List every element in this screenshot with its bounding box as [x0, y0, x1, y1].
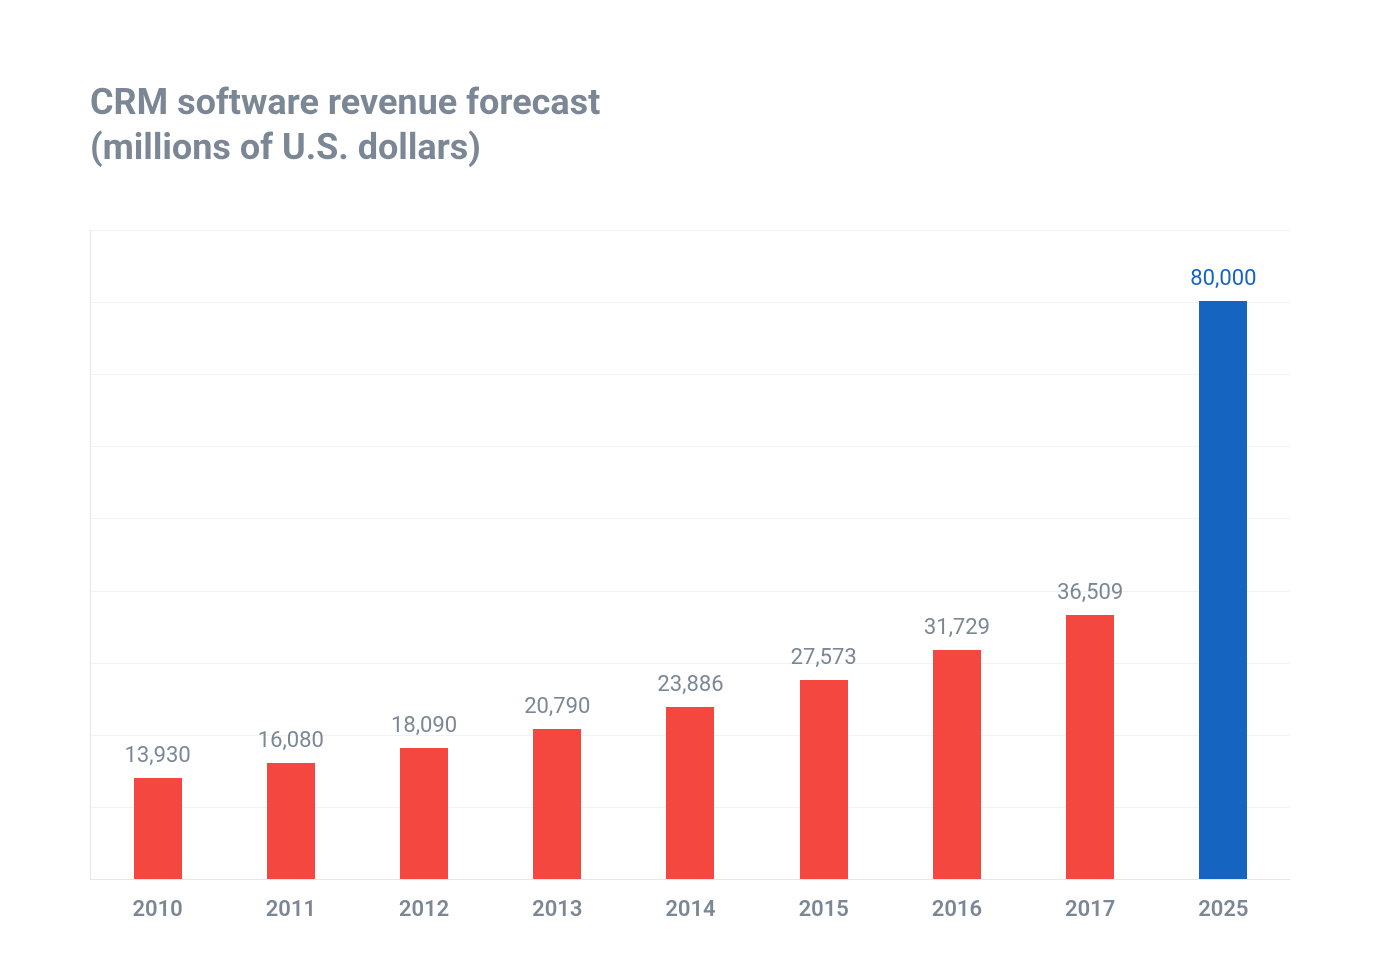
bar-value-label: 31,729	[924, 615, 990, 640]
bar-category-label: 2010	[132, 897, 182, 922]
bar	[1199, 301, 1247, 879]
bar-value-label: 23,886	[657, 672, 723, 697]
bar	[1066, 615, 1114, 879]
chart-title: CRM software revenue forecast (millions …	[90, 80, 1290, 170]
bar-group: 18,0902012	[357, 713, 490, 879]
bar-group: 13,9302010	[91, 743, 224, 879]
bar-group: 27,5732015	[757, 645, 890, 879]
bar	[533, 729, 581, 879]
bar-group: 31,7292016	[890, 615, 1023, 879]
bar	[267, 763, 315, 879]
bar-category-label: 2013	[532, 897, 582, 922]
bar-category-label: 2011	[266, 897, 316, 922]
bar-category-label: 2016	[932, 897, 982, 922]
bar-group: 36,5092017	[1024, 580, 1157, 879]
chart-title-line-2: (millions of U.S. dollars)	[90, 126, 481, 168]
bar-category-label: 2025	[1198, 897, 1248, 922]
bar-category-label: 2014	[665, 897, 715, 922]
chart-plot-area: 13,930201016,080201118,090201220,7902013…	[90, 230, 1290, 880]
bar	[800, 680, 848, 879]
bar-value-label: 27,573	[791, 645, 857, 670]
bar-group: 20,7902013	[491, 694, 624, 879]
bar	[933, 650, 981, 879]
bar-value-label: 36,509	[1057, 580, 1123, 605]
bar	[134, 778, 182, 879]
bar-value-label: 13,930	[125, 743, 191, 768]
bar-category-label: 2015	[799, 897, 849, 922]
chart-bars-container: 13,930201016,080201118,090201220,7902013…	[91, 230, 1290, 879]
bar-group: 16,0802011	[224, 728, 357, 879]
bar	[400, 748, 448, 879]
chart-title-line-1: CRM software revenue forecast	[90, 81, 600, 123]
bar	[666, 707, 714, 880]
bar-category-label: 2017	[1065, 897, 1115, 922]
chart-container: CRM software revenue forecast (millions …	[90, 80, 1290, 880]
bar-group: 80,0002025	[1157, 266, 1290, 879]
bar-value-label: 80,000	[1190, 266, 1256, 291]
bar-value-label: 20,790	[524, 694, 590, 719]
bar-value-label: 18,090	[391, 713, 457, 738]
bar-group: 23,8862014	[624, 672, 757, 880]
bar-category-label: 2012	[399, 897, 449, 922]
bar-value-label: 16,080	[258, 728, 324, 753]
